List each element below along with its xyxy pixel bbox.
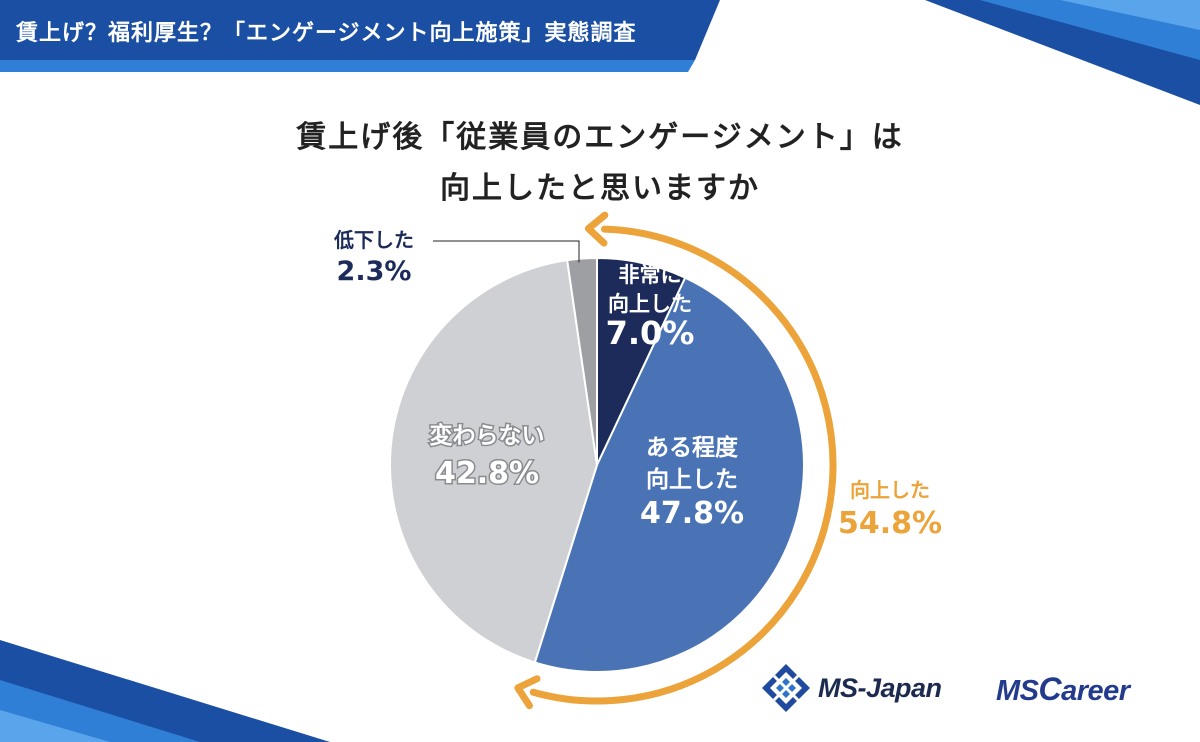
slice-label-1-1: 向上した xyxy=(646,466,738,493)
slice-label-2-0: 変わらない xyxy=(430,422,545,449)
leader-line xyxy=(433,240,580,263)
slice-label-0-1: 向上した xyxy=(608,292,692,316)
slice-value-3: 2.3% xyxy=(337,256,412,287)
slice-label-0-0: 非常に xyxy=(619,263,682,287)
ms-career-prefix: MS xyxy=(996,675,1039,707)
annotation-arrow-start xyxy=(584,211,609,247)
header-banner: 賃上げ？福利厚生？「エンゲージメント向上施策」実態調査 xyxy=(0,0,1200,80)
pie-slice-2 xyxy=(389,259,599,664)
slice-value-0: 7.0% xyxy=(606,314,695,352)
banner-title: 賃上げ？福利厚生？「エンゲージメント向上施策」実態調査 xyxy=(16,21,637,46)
chart-title-line1: 賃上げ後「従業員のエンゲージメント」は xyxy=(296,120,904,155)
slice-label-1-0: ある程度 xyxy=(646,434,739,461)
ms-japan-diamond-icon xyxy=(762,664,810,712)
pie-slice-3 xyxy=(566,256,598,466)
annotation-arrow-end xyxy=(514,675,541,710)
slice-value-2: 42.8% xyxy=(435,456,539,491)
ms-career-initial: C xyxy=(1038,671,1062,707)
slice-label-3-0: 低下した xyxy=(333,228,414,252)
annotation-label: 向上した xyxy=(850,478,930,502)
pie-slice-1 xyxy=(533,276,805,673)
ms-japan-wordmark: MS-Japan xyxy=(818,672,942,703)
chart-title-line2: 向上したと思いますか xyxy=(440,171,760,206)
annotation-arc xyxy=(529,225,837,705)
ms-career-rest: areer xyxy=(1061,675,1130,707)
logo-ms-japan: MS-Japan xyxy=(760,660,942,716)
annotation-value: 54.8% xyxy=(838,506,942,541)
slice-value-1: 47.8% xyxy=(640,496,744,531)
logo-ms-career: MSCareer xyxy=(996,666,1130,712)
